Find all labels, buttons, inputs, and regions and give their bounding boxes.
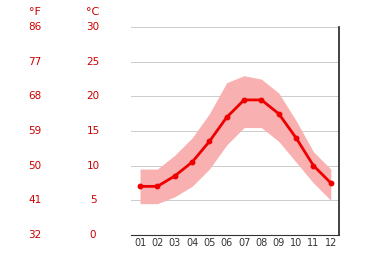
Text: 41: 41 [28,195,41,205]
Text: 15: 15 [87,126,100,136]
Text: 20: 20 [87,91,100,102]
Text: 30: 30 [87,22,100,32]
Text: °C: °C [87,7,100,17]
Text: 5: 5 [90,195,96,205]
Text: 32: 32 [28,230,41,240]
Text: 59: 59 [28,126,41,136]
Text: °F: °F [29,7,41,17]
Text: 25: 25 [87,57,100,67]
Text: 77: 77 [28,57,41,67]
Text: 0: 0 [90,230,96,240]
Text: 86: 86 [28,22,41,32]
Text: 50: 50 [28,161,41,171]
Text: 68: 68 [28,91,41,102]
Text: 10: 10 [87,161,100,171]
